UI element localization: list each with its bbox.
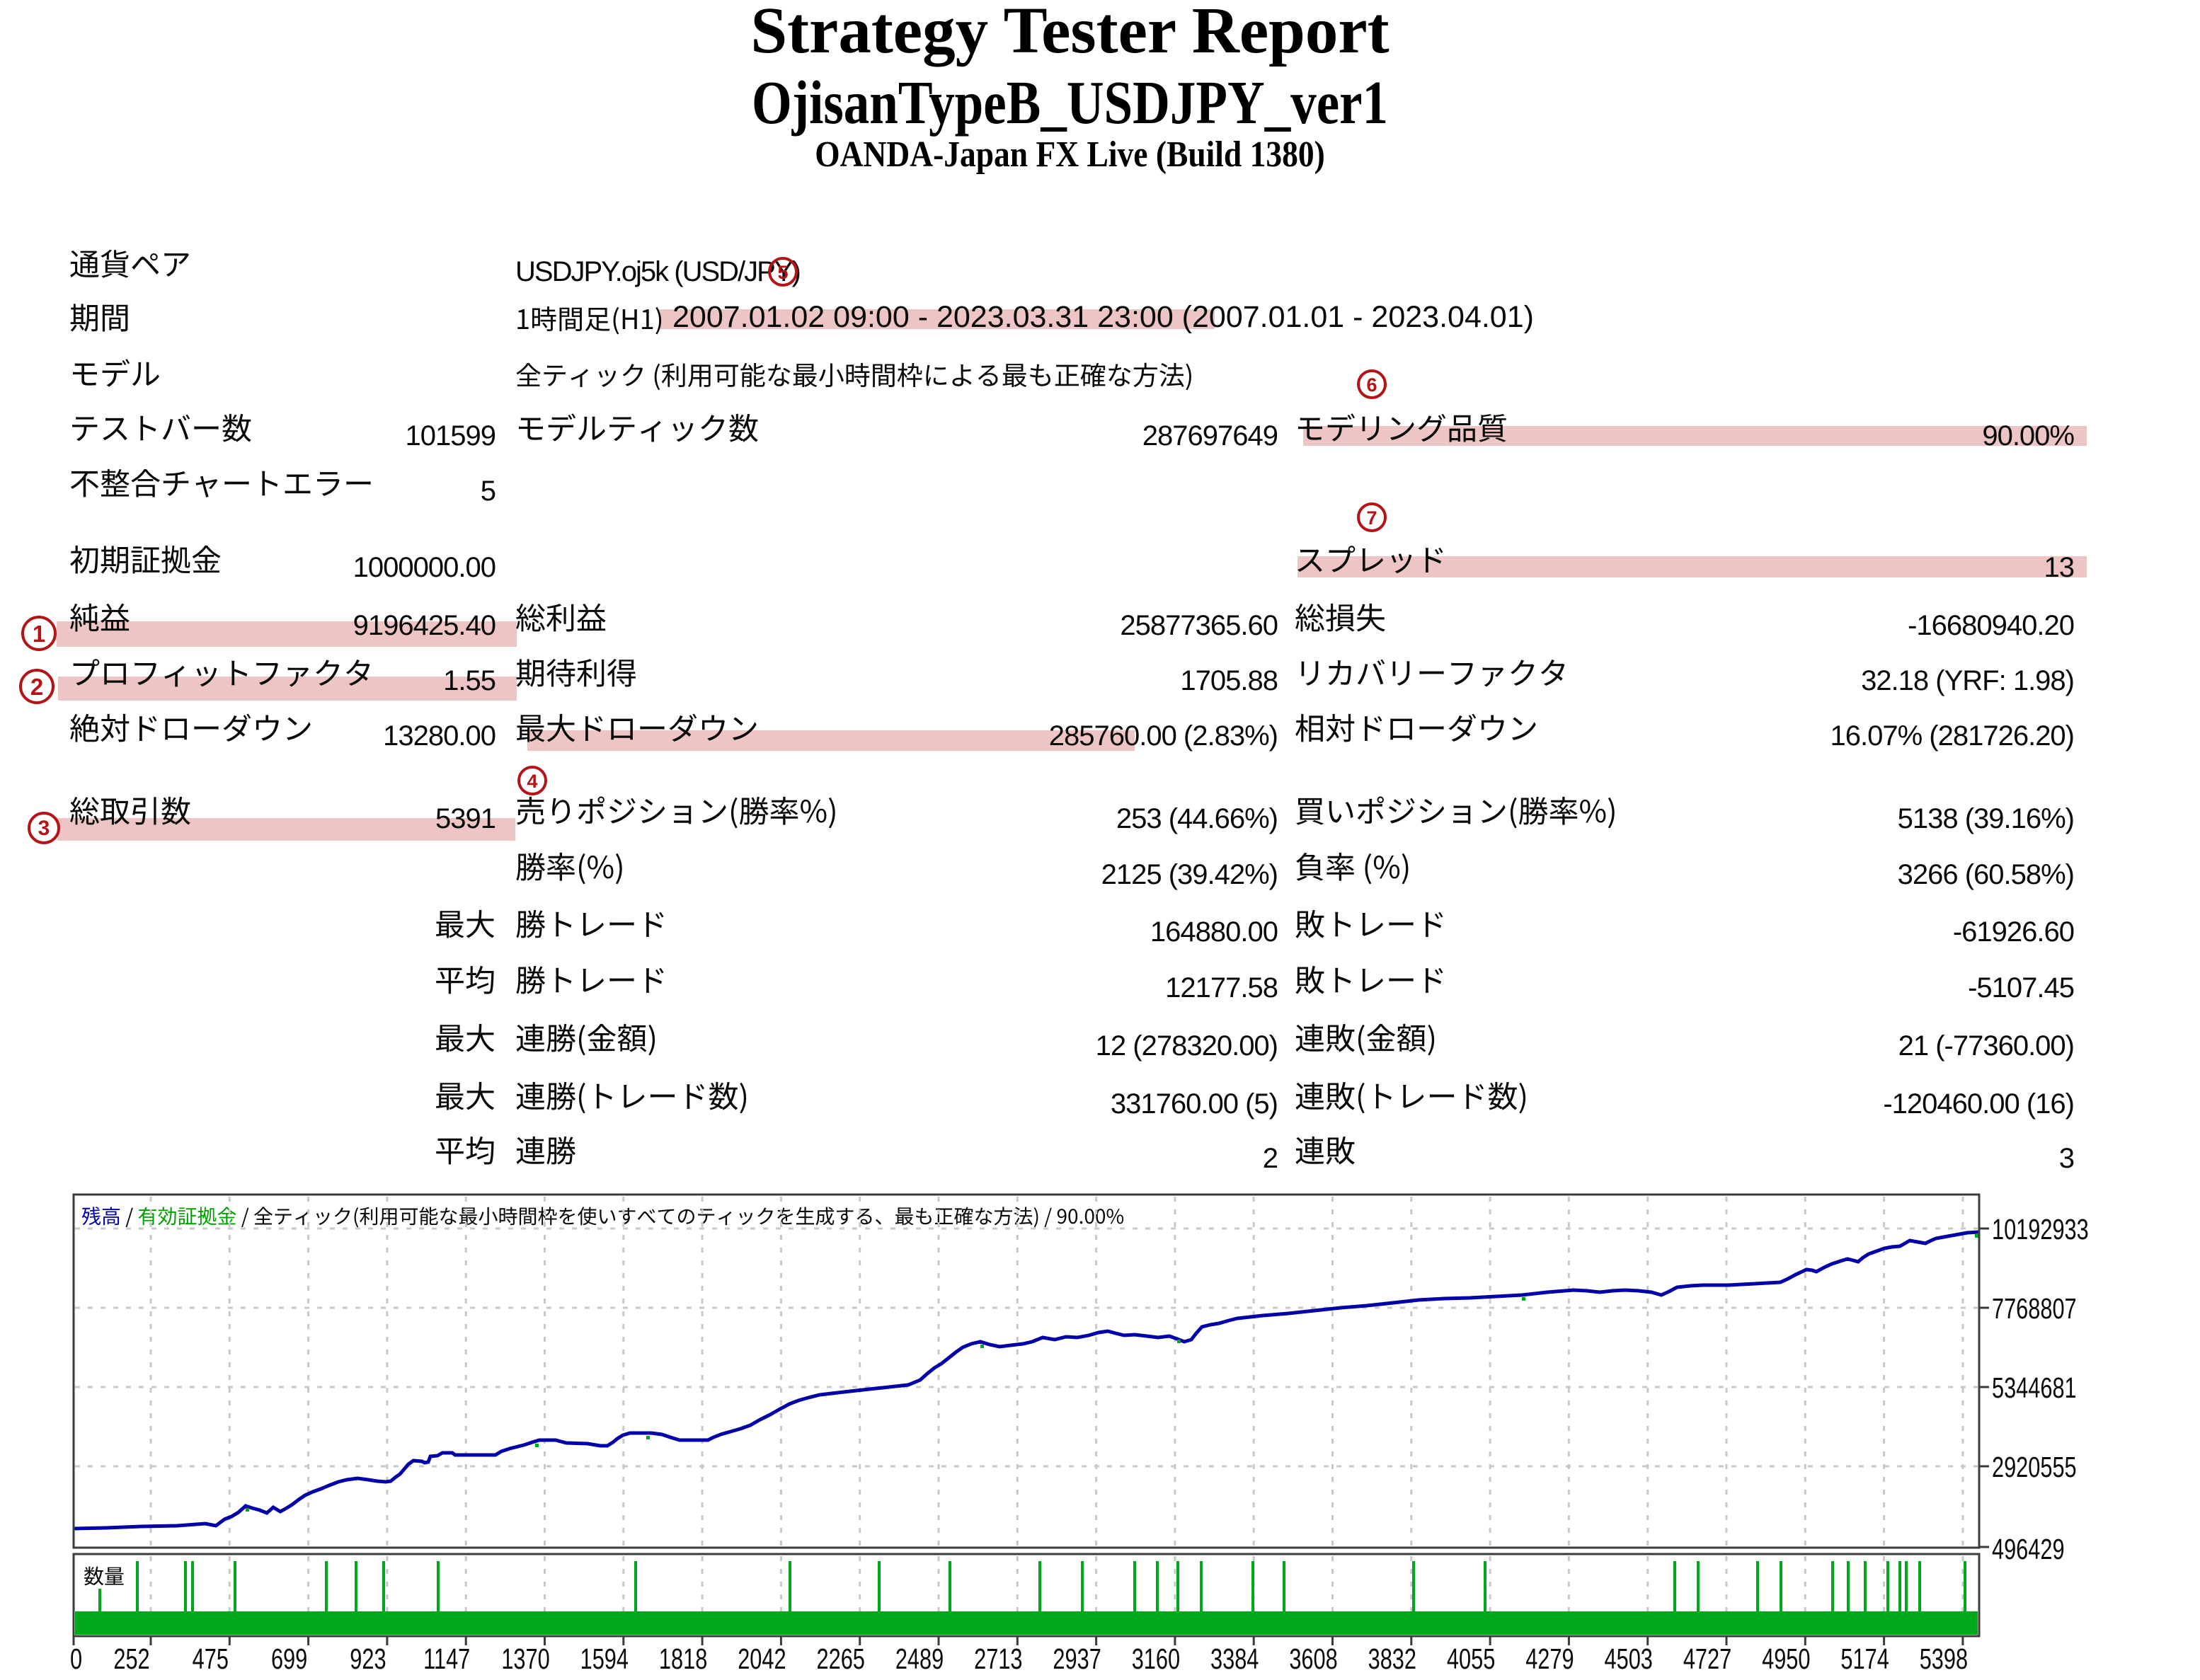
svg-text:5174: 5174	[1840, 1642, 1889, 1675]
svg-text:7768807: 7768807	[1992, 1292, 2077, 1325]
svg-text:475: 475	[193, 1642, 229, 1675]
svg-text:2489: 2489	[895, 1642, 944, 1675]
svg-text:3832: 3832	[1368, 1642, 1416, 1675]
svg-text:2937: 2937	[1053, 1642, 1101, 1675]
svg-text:1594: 1594	[580, 1642, 629, 1675]
svg-text:2265: 2265	[817, 1642, 865, 1675]
svg-text:0: 0	[70, 1642, 82, 1675]
svg-text:1370: 1370	[501, 1642, 549, 1675]
svg-text:2920555: 2920555	[1992, 1451, 2077, 1483]
svg-text:4279: 4279	[1525, 1642, 1574, 1675]
svg-text:3160: 3160	[1132, 1642, 1180, 1675]
svg-text:10192933: 10192933	[1992, 1213, 2089, 1245]
svg-text:252: 252	[113, 1642, 149, 1675]
svg-text:3608: 3608	[1289, 1642, 1337, 1675]
svg-text:923: 923	[350, 1642, 386, 1675]
svg-text:2713: 2713	[974, 1642, 1022, 1675]
svg-text:4950: 4950	[1762, 1642, 1810, 1675]
svg-text:496429: 496429	[1992, 1533, 2065, 1565]
svg-text:699: 699	[271, 1642, 307, 1675]
svg-text:4503: 4503	[1605, 1642, 1653, 1675]
svg-text:4727: 4727	[1683, 1642, 1731, 1675]
svg-text:5344681: 5344681	[1992, 1371, 2077, 1404]
svg-text:2042: 2042	[738, 1642, 786, 1675]
svg-text:1818: 1818	[659, 1642, 707, 1675]
svg-text:1147: 1147	[423, 1642, 470, 1675]
svg-text:5398: 5398	[1920, 1642, 1968, 1675]
svg-text:4055: 4055	[1447, 1642, 1495, 1675]
svg-text:3384: 3384	[1210, 1642, 1259, 1675]
